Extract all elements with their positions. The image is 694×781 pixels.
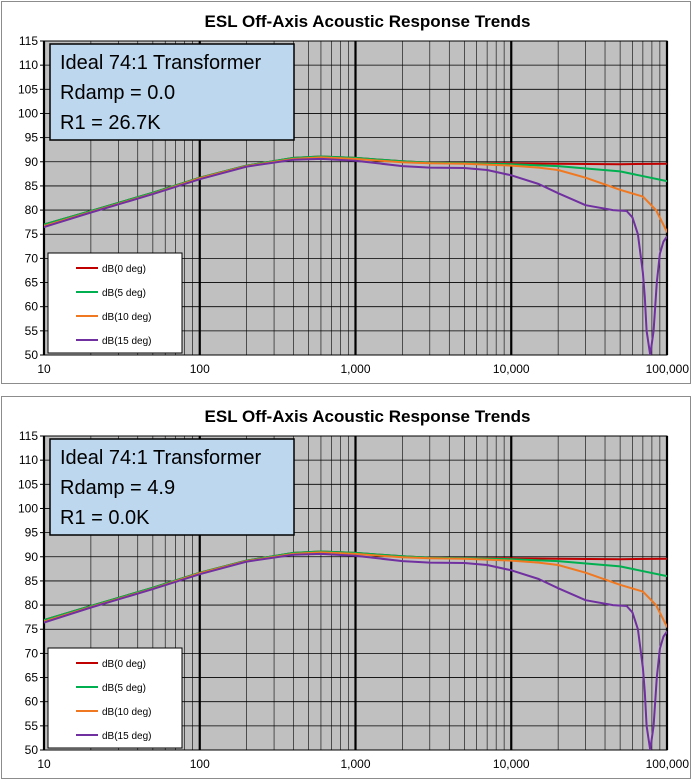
y-tick-label: 90	[25, 155, 39, 169]
x-tick-label: 100	[190, 362, 210, 376]
legend-label: dB(15 deg)	[102, 336, 151, 347]
y-tick-label: 115	[19, 429, 38, 443]
series-group	[44, 550, 667, 750]
y-tick-label: 65	[25, 276, 39, 290]
annotation-line: Ideal 74:1 Transformer	[60, 52, 262, 74]
annotation-line: Ideal 74:1 Transformer	[60, 447, 262, 469]
chart-panel-top: ESL Off-Axis Acoustic Response Trends 50 5…	[1, 1, 691, 384]
y-tick-label: 75	[25, 622, 39, 636]
legend-label: dB(15 deg)	[102, 731, 151, 742]
y-tick-label: 50	[25, 348, 39, 362]
legend-label: dB(0 deg)	[102, 659, 146, 670]
chart-top: ESL Off-Axis Acoustic Response Trends 50 5…	[18, 12, 690, 376]
annotation-box: Ideal 74:1 Transformer Rdamp = 4.9 R1 = 0.…	[49, 438, 295, 536]
x-tick-label: 10	[37, 362, 51, 376]
y-tick-label: 85	[25, 179, 39, 193]
legend-label: dB(5 deg)	[102, 288, 146, 299]
y-tick-label: 50	[25, 743, 39, 757]
annotation-background	[49, 438, 295, 536]
annotation-box: Ideal 74:1 Transformer Rdamp = 0.0 R1 = 26…	[49, 43, 295, 141]
y-tick-label: 100	[18, 106, 38, 120]
series-group	[44, 155, 667, 355]
x-tick-label: 1,000	[340, 362, 370, 376]
y-tick-label: 60	[25, 695, 39, 709]
y-tick-label: 80	[25, 203, 39, 217]
y-tick-label: 80	[25, 598, 39, 612]
y-tick-label: 65	[25, 671, 39, 685]
x-tick-label: 10	[37, 757, 51, 771]
y-tick-label: 70	[25, 251, 39, 265]
x-tick-label: 10,000	[493, 757, 530, 771]
y-tick-label: 55	[25, 719, 39, 733]
y-tick-label: 115	[19, 34, 38, 48]
chart-title: ESL Off-Axis Acoustic Response Trends	[205, 407, 531, 426]
y-tick-label: 55	[25, 324, 39, 338]
legend-box	[47, 252, 183, 354]
plot-border	[43, 435, 668, 751]
legend: dB(0 deg) dB(5 deg) dB(10 deg) dB(15 deg)	[47, 647, 183, 749]
chart-bottom: ESL Off-Axis Acoustic Response Trends 50 5…	[18, 407, 690, 771]
legend-label: dB(10 deg)	[102, 312, 151, 323]
y-tick-label: 100	[18, 501, 38, 515]
x-tick-label: 100	[190, 757, 210, 771]
annotation-background	[49, 43, 295, 141]
y-tick-label: 60	[25, 300, 39, 314]
y-tick-label: 90	[25, 550, 39, 564]
x-tick-label: 10,000	[493, 362, 530, 376]
chart-title: ESL Off-Axis Acoustic Response Trends	[205, 12, 531, 31]
x-tick-label: 100,000	[646, 362, 690, 376]
annotation-line: R1 = 26.7K	[60, 112, 161, 134]
y-tick-label: 95	[25, 526, 39, 540]
legend: dB(0 deg) dB(5 deg) dB(10 deg) dB(15 deg)	[47, 252, 183, 354]
series-line-3	[44, 157, 667, 355]
y-tick-label: 110	[19, 58, 38, 72]
series-line-3	[44, 552, 667, 750]
chart-panel-bottom: ESL Off-Axis Acoustic Response Trends 50 5…	[1, 396, 691, 779]
legend-box	[47, 647, 183, 749]
plot-border	[43, 40, 668, 356]
y-tick-label: 110	[19, 453, 38, 467]
y-tick-label: 85	[25, 574, 39, 588]
y-tick-label: 105	[18, 82, 38, 96]
legend-label: dB(5 deg)	[102, 683, 146, 694]
y-tick-label: 95	[25, 131, 39, 145]
annotation-line: R1 = 0.0K	[60, 507, 150, 529]
legend-label: dB(0 deg)	[102, 264, 146, 275]
y-tick-label: 70	[25, 646, 39, 660]
x-tick-label: 100,000	[646, 757, 690, 771]
annotation-line: Rdamp = 4.9	[60, 477, 175, 499]
y-tick-label: 75	[25, 227, 39, 241]
legend-label: dB(10 deg)	[102, 707, 151, 718]
x-tick-label: 1,000	[340, 757, 370, 771]
y-tick-label: 105	[18, 477, 38, 491]
annotation-line: Rdamp = 0.0	[60, 82, 175, 104]
